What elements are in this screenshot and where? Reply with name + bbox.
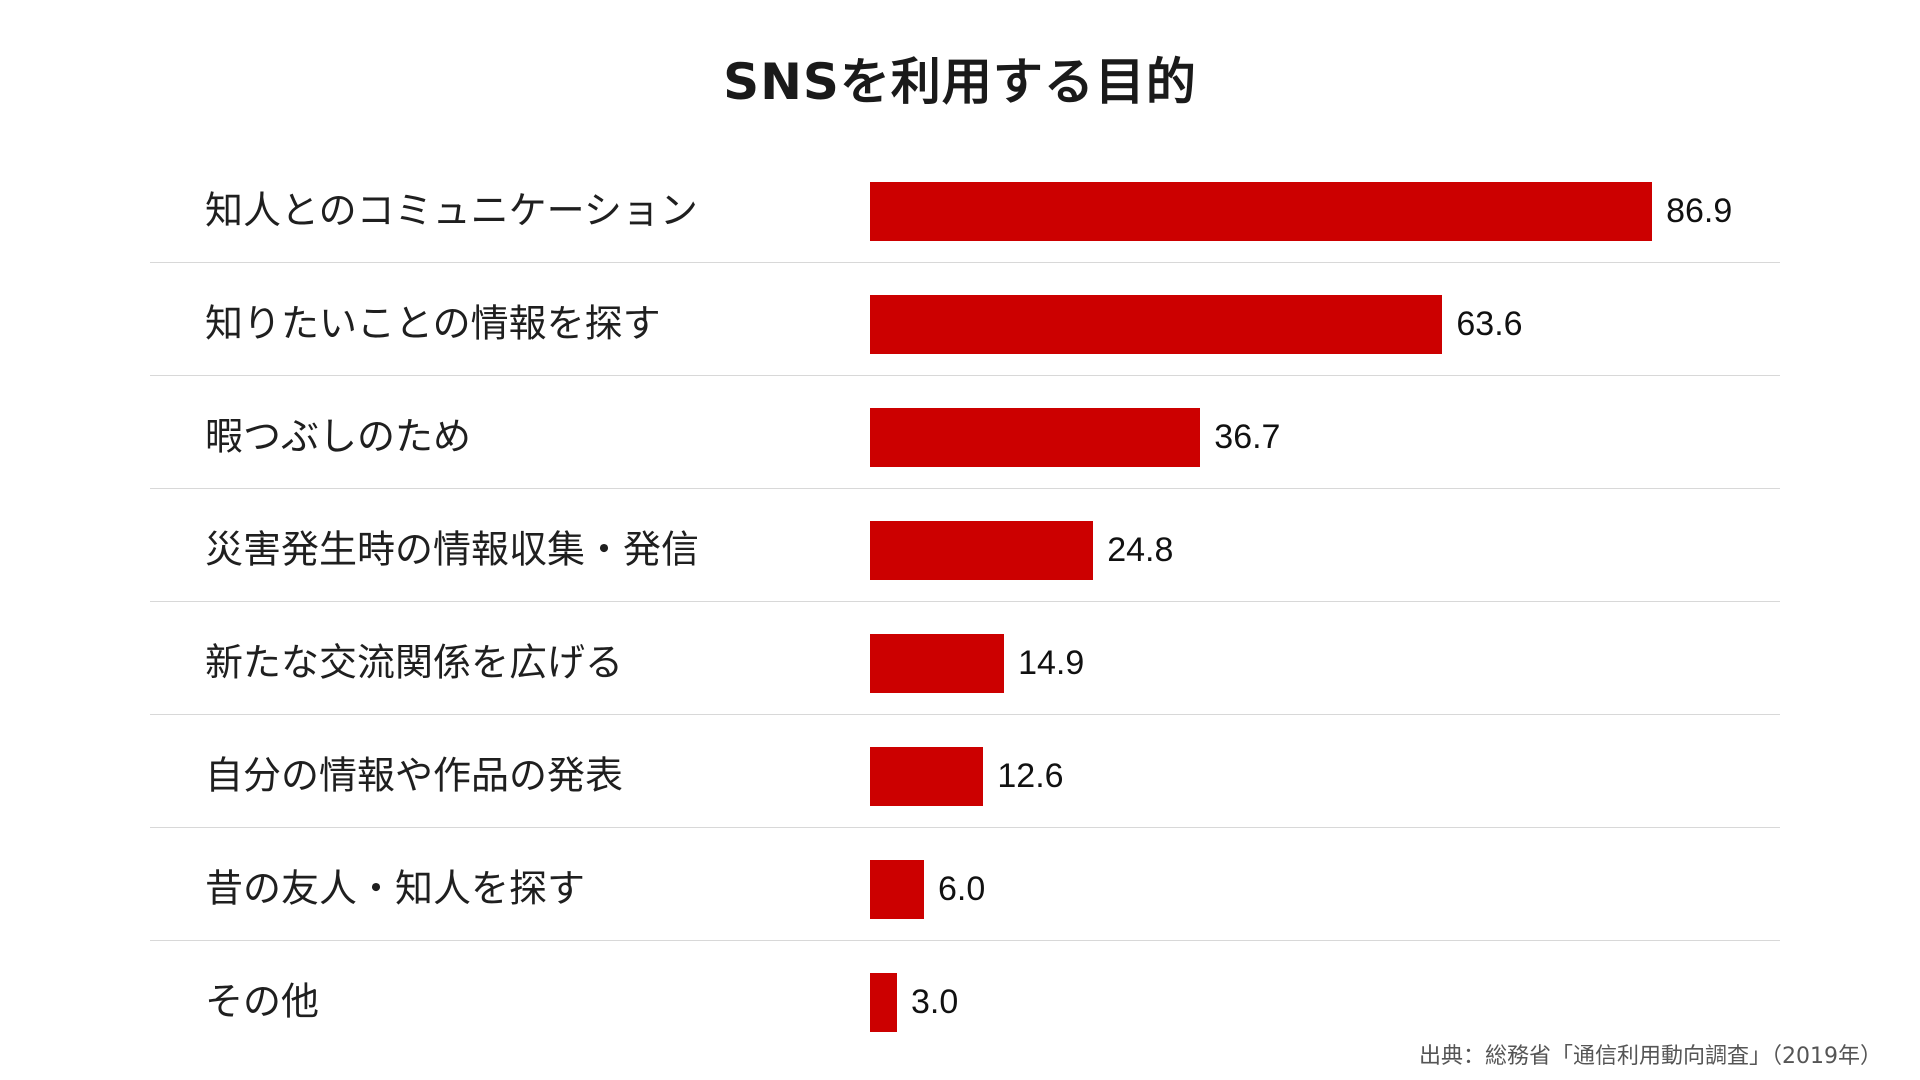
bar-value-label: 6.0 xyxy=(938,870,986,908)
bar xyxy=(870,860,924,919)
source-note: 出典：総務省「通信利用動向調査」（2019年） xyxy=(1419,1044,1882,1069)
bar xyxy=(870,747,984,806)
category-label: 知人とのコミュニケーション xyxy=(205,188,698,232)
row-divider xyxy=(150,262,1780,263)
bar-value-label: 63.6 xyxy=(1456,305,1523,343)
bar xyxy=(870,408,1201,467)
bar xyxy=(870,973,897,1032)
row-divider xyxy=(150,940,1780,941)
row-divider xyxy=(150,375,1780,376)
category-label: その他 xyxy=(205,979,320,1023)
bar-value-label: 12.6 xyxy=(997,757,1064,795)
bar-value-label: 24.8 xyxy=(1107,531,1174,569)
bar xyxy=(870,521,1094,580)
chart-row: 知りたいことの情報を探す 63.6 xyxy=(150,263,1780,376)
row-divider xyxy=(150,714,1780,715)
row-divider xyxy=(150,827,1780,828)
chart-row: 災害発生時の情報収集・発信 24.8 xyxy=(150,489,1780,602)
category-label: 知りたいことの情報を探す xyxy=(205,301,661,345)
category-label: 新たな交流関係を広げる xyxy=(205,640,624,684)
bar-value-label: 86.9 xyxy=(1666,192,1733,230)
bar xyxy=(870,182,1653,241)
chart-row: 新たな交流関係を広げる 14.9 xyxy=(150,602,1780,715)
row-divider xyxy=(150,601,1780,602)
category-label: 自分の情報や作品の発表 xyxy=(205,753,624,797)
chart-title: SNSを利用する目的 xyxy=(723,53,1197,111)
category-label: 昔の友人・知人を探す xyxy=(205,866,586,910)
bar-value-label: 14.9 xyxy=(1018,644,1085,682)
bar xyxy=(870,634,1005,693)
chart-row: 知人とのコミュニケーション 86.9 xyxy=(150,150,1780,263)
chart-row: 暇つぶしのため 36.7 xyxy=(150,376,1780,489)
category-label: 暇つぶしのため xyxy=(205,414,472,458)
category-label: 災害発生時の情報収集・発信 xyxy=(205,527,700,571)
chart-row: 自分の情報や作品の発表 12.6 xyxy=(150,715,1780,828)
chart-row: その他 3.0 xyxy=(150,941,1780,1054)
chart-row: 昔の友人・知人を探す 6.0 xyxy=(150,828,1780,941)
row-divider xyxy=(150,488,1780,489)
bar-value-label: 3.0 xyxy=(911,983,959,1021)
bar xyxy=(870,295,1443,354)
bar-value-label: 36.7 xyxy=(1214,418,1281,456)
